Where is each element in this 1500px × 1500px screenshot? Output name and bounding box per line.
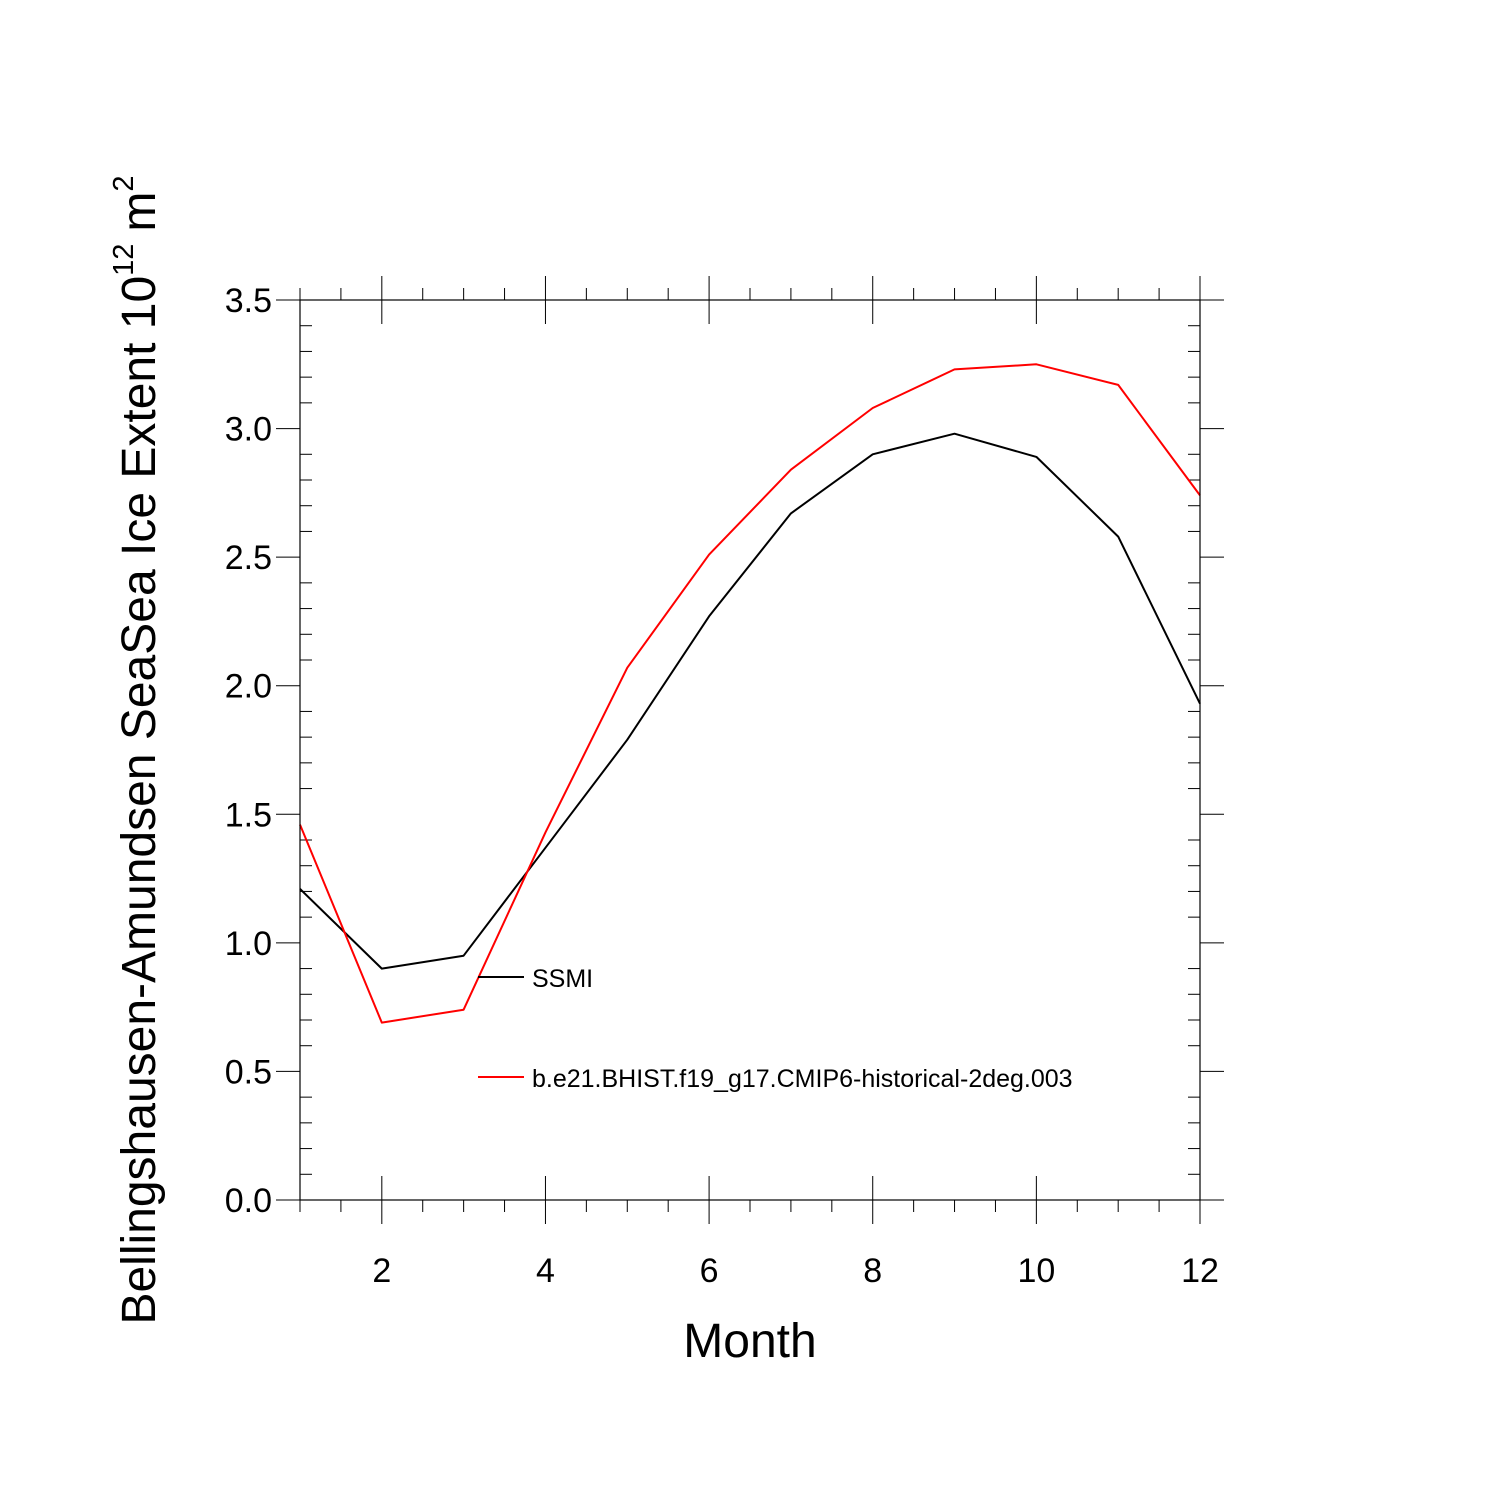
x-tick-label: 8 [863,1252,882,1290]
y-tick-label: 0.5 [225,1053,272,1091]
tick-labels: 0.0 0.5 1.0 1.5 2.0 2.5 3.0 3.5 2 4 6 8 10 12 [225,282,1219,1290]
y-tick-label: 2.5 [225,539,272,577]
plot-frame [299,299,1201,1201]
y-tick-label: 1.5 [225,796,272,834]
series-line-model [299,363,1201,1024]
x-tick-label: 6 [700,1252,719,1290]
x-tick-label: 4 [536,1252,555,1290]
y-axis-label-main: Bellingshausen-Amundsen SeaSea Ice Exten… [113,276,166,1325]
y-axis-label-exponent: 12 [108,244,140,276]
x-tick-label: 2 [372,1252,391,1290]
x-tick-label: 12 [1181,1252,1219,1290]
legend-label-model: b.e21.BHIST.f19_g17.CMIP6-historical-2de… [532,1065,1073,1093]
y-tick-label: 2.0 [225,668,272,706]
series-line-ssmi [299,432,1201,970]
y-axis-label-unit: m [113,192,166,232]
y-axis-label: Bellingshausen-Amundsen SeaSea Ice Exten… [108,175,166,1324]
y-tick-label: 3.5 [225,282,272,320]
legend-label-ssmi: SSMI [532,965,593,993]
x-axis-label: Month [683,1315,816,1368]
x-tick-label: 10 [1017,1252,1055,1290]
y-tick-label: 3.0 [225,411,272,449]
legend: SSMI b.e21.BHIST.f19_g17.CMIP6-historica… [478,965,1073,1093]
y-tick-label: 1.0 [225,925,272,963]
y-axis-label-unit-exponent: 2 [108,175,140,191]
series-lines [299,363,1201,1024]
y-tick-label: 0.0 [225,1182,272,1220]
